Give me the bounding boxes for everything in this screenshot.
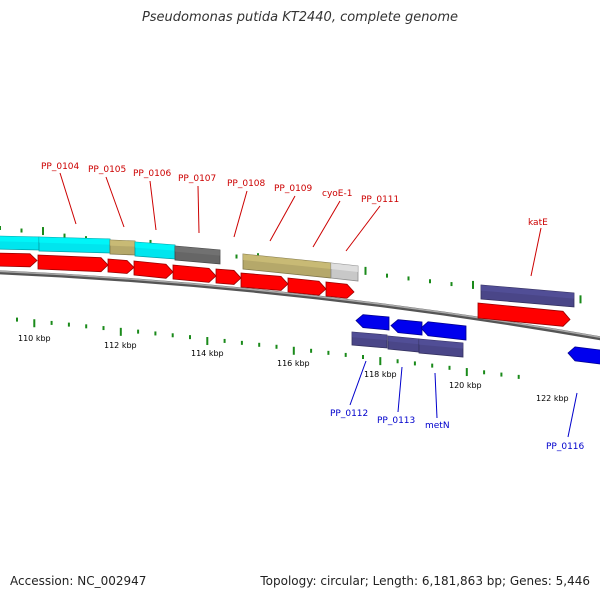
gene-arrow-forward xyxy=(0,252,38,268)
scale-labels: 110 kbp 112 kbp 114 kbp 116 kbp 118 kbp … xyxy=(18,334,569,403)
top-leader-line xyxy=(233,190,248,238)
scale-label: 118 kbp xyxy=(364,370,397,379)
gene-arrow-forward xyxy=(325,281,355,299)
gene-box-cyan-highlight xyxy=(39,237,110,245)
scale-label: 114 kbp xyxy=(191,349,224,358)
top-gene-labels: PP_0104 PP_0105 PP_0106 PP_0107 PP_0108 … xyxy=(41,162,548,228)
gene-box-lightgray-highlight xyxy=(331,263,358,272)
gene-box-gray-highlight xyxy=(175,246,220,256)
top-leader-line xyxy=(345,205,381,252)
top-leader-line xyxy=(312,200,341,248)
gene-box-olive-highlight xyxy=(243,254,331,269)
bottom-gene-labels: PP_0112 PP_0113 metN PP_0116 xyxy=(330,409,585,452)
gene-arrow-forward xyxy=(287,277,327,296)
top-leader-line xyxy=(269,195,296,242)
gene-arrow-reverse xyxy=(390,319,423,336)
gene-box-purple-highlight xyxy=(419,339,463,349)
scale-label: 110 kbp xyxy=(18,334,51,343)
scale-label: 116 kbp xyxy=(277,359,310,368)
accession-text: Accession: NC_002947 xyxy=(10,574,147,588)
lower-tick-row xyxy=(16,317,520,379)
gene-box-cyan-highlight xyxy=(135,242,175,251)
gene-arrow-forward xyxy=(172,264,217,283)
genome-backbone-highlight xyxy=(0,270,600,339)
bottom-leader-line xyxy=(397,366,403,413)
gene-label[interactable]: PP_0108 xyxy=(227,179,266,189)
gene-features xyxy=(0,235,600,365)
bottom-leader-line xyxy=(434,372,438,419)
gene-box-purple-highlight xyxy=(388,336,419,345)
scale-label: 120 kbp xyxy=(449,381,482,390)
gene-box-purple-highlight xyxy=(481,285,574,299)
top-leader-line xyxy=(530,227,542,277)
scale-label: 112 kbp xyxy=(104,341,137,350)
top-leader-line xyxy=(149,180,157,231)
gene-arrow-forward xyxy=(107,258,135,274)
gene-arrow-forward xyxy=(240,272,289,291)
gene-label[interactable]: metN xyxy=(425,421,450,431)
gene-box-cyan-highlight xyxy=(0,236,39,243)
genome-backbone xyxy=(0,270,600,341)
bottom-leader-line xyxy=(567,392,578,438)
gene-arrow-reverse xyxy=(420,321,467,341)
gene-label[interactable]: PP_0107 xyxy=(178,174,216,184)
gene-label[interactable]: PP_0111 xyxy=(361,195,399,205)
gene-label[interactable]: PP_0106 xyxy=(133,169,172,179)
gene-label[interactable]: katE xyxy=(528,218,548,228)
gene-label[interactable]: PP_0105 xyxy=(88,165,126,175)
gene-arrow-forward xyxy=(133,260,174,279)
scale-label: 122 kbp xyxy=(536,394,569,403)
top-leader-line xyxy=(197,185,200,234)
gene-box-olive-highlight xyxy=(110,240,135,247)
gene-label[interactable]: PP_0104 xyxy=(41,162,80,172)
label-leader-lines xyxy=(59,172,578,438)
gene-arrow-reverse xyxy=(567,346,600,365)
gene-label[interactable]: PP_0112 xyxy=(330,409,368,419)
gene-label[interactable]: PP_0116 xyxy=(546,442,585,452)
gene-box-purple-highlight xyxy=(352,332,387,341)
bottom-leader-line xyxy=(349,360,367,406)
gene-arrow-forward xyxy=(37,254,109,273)
gene-arrow-forward xyxy=(215,268,242,285)
gene-label[interactable]: PP_0109 xyxy=(274,184,313,194)
gene-arrow-forward xyxy=(477,302,571,327)
gene-label[interactable]: cyoE-1 xyxy=(322,189,352,199)
gene-arrow-reverse xyxy=(355,314,390,331)
map-title: Pseudomonas putida KT2440, complete geno… xyxy=(141,10,459,25)
gene-label[interactable]: PP_0113 xyxy=(377,416,415,426)
topology-text: Topology: circular; Length: 6,181,863 bp… xyxy=(260,574,590,588)
top-leader-line xyxy=(105,176,125,228)
top-leader-line xyxy=(59,172,77,225)
